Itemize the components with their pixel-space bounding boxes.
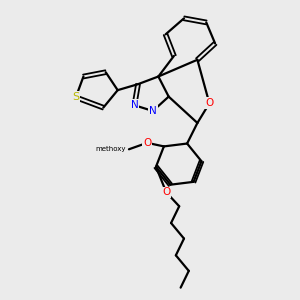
Text: methoxy: methoxy [96, 146, 126, 152]
Text: N: N [130, 100, 138, 110]
Text: N: N [149, 106, 157, 116]
Text: S: S [72, 92, 80, 102]
Text: O: O [162, 188, 170, 197]
Text: O: O [143, 138, 151, 148]
Text: O: O [205, 98, 214, 108]
